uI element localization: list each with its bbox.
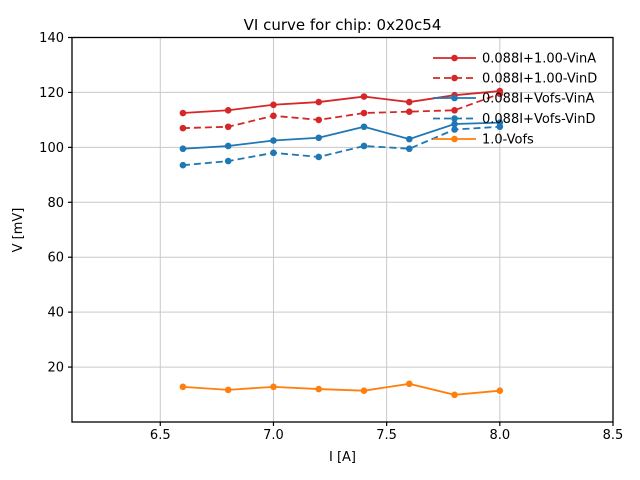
data-point-marker (360, 93, 368, 100)
y-tick-label: 40 (47, 306, 64, 321)
y-tick-label: 100 (39, 141, 64, 156)
data-point-marker (496, 123, 504, 131)
data-point-marker (270, 383, 277, 391)
x-axis-label: I [A] (329, 450, 356, 465)
data-point-marker (224, 157, 232, 165)
data-point-marker (451, 106, 458, 114)
y-tick-label: 80 (47, 196, 64, 211)
series-0.088I+Vofs-VinD (179, 123, 504, 169)
data-point-marker (451, 126, 458, 133)
data-point-marker (405, 98, 413, 106)
series-line (182, 125, 500, 167)
data-point-marker (405, 135, 413, 143)
data-point-marker (315, 153, 323, 161)
data-point-marker (179, 161, 187, 169)
x-tick-label: 8.5 (603, 428, 624, 443)
y-axis-label: V [mV] (11, 208, 26, 253)
data-point-marker (179, 124, 187, 132)
x-tick-label: 6.5 (150, 428, 171, 443)
legend-label: 0.088I+Vofs-VinD (482, 112, 596, 127)
legend-entry-0.088I+1.00-VinD: 0.088I+1.00-VinD (433, 72, 597, 87)
data-point-marker (315, 385, 323, 393)
series-0.088I+Vofs-VinA (179, 119, 504, 153)
data-point-marker (405, 145, 413, 153)
data-point-marker (405, 380, 413, 388)
data-point-marker (224, 106, 232, 114)
plot-border (71, 36, 614, 423)
data-point-marker (179, 145, 187, 153)
x-tick-label: 7.0 (263, 428, 284, 443)
data-point-marker (315, 134, 323, 142)
y-tick-label: 20 (47, 361, 64, 376)
legend-entry-0.088I+Vofs-VinA: 0.088I+Vofs-VinA (433, 92, 595, 107)
legend-sample-marker (451, 115, 458, 122)
data-point-marker (360, 123, 368, 131)
legend-label: 0.088I+Vofs-VinA (482, 92, 595, 107)
x-tick-label: 7.5 (376, 428, 397, 443)
data-point-marker (224, 142, 232, 150)
legend-entry-1.0-Vofs: 1.0-Vofs (433, 133, 534, 148)
axis-ticks: 6.5 7.0 7.5 8.0 8.5 20 40 60 80 100 120 140 (39, 31, 623, 443)
series-line (182, 121, 500, 150)
x-tick-label: 8.0 (489, 428, 510, 443)
y-tick-label: 60 (47, 251, 64, 266)
data-point-marker (315, 98, 323, 106)
data-point-marker (270, 137, 277, 144)
y-tick-label: 120 (39, 86, 64, 101)
data-point-marker (496, 387, 504, 394)
legend-entry-0.088I+Vofs-VinD: 0.088I+Vofs-VinD (433, 112, 596, 127)
series-1.0-Vofs (179, 380, 504, 399)
legend-entry-0.088I+1.00-VinA: 0.088I+1.00-VinA (433, 52, 596, 67)
y-tick-label: 140 (39, 31, 64, 46)
data-point-marker (224, 386, 232, 394)
legend-sample-marker (451, 94, 458, 102)
series-line (182, 382, 500, 396)
data-point-marker (270, 101, 277, 109)
data-point-marker (360, 387, 368, 394)
data-point-marker (270, 112, 277, 120)
series-line (182, 92, 501, 130)
data-point-marker (179, 383, 187, 391)
legend-label: 0.088I+1.00-VinA (482, 52, 596, 67)
data-point-marker (224, 123, 232, 131)
legend-sample-marker (451, 74, 458, 82)
legend: 0.088I+1.00-VinA 0.088I+1.00-VinD 0.088I+V… (433, 52, 597, 148)
data-point-marker (496, 90, 504, 98)
series-line (182, 90, 500, 114)
data-point-marker (270, 149, 277, 157)
data-point-marker (451, 391, 458, 399)
data-point-marker (405, 108, 413, 115)
data-series (179, 87, 504, 399)
legend-sample-marker (451, 54, 458, 62)
data-point-marker (360, 142, 368, 150)
legend-label: 0.088I+1.00-VinD (482, 72, 597, 87)
data-point-marker (179, 109, 187, 117)
data-point-marker (360, 109, 368, 117)
legend-sample-marker (451, 135, 458, 143)
series-0.088I+1.00-VinD (179, 90, 504, 132)
chart-title: VI curve for chip: 0x20c54 (244, 16, 442, 34)
axes-spines (71, 36, 614, 423)
legend-label: 1.0-Vofs (482, 133, 534, 148)
data-point-marker (451, 120, 458, 128)
data-point-marker (315, 116, 323, 124)
